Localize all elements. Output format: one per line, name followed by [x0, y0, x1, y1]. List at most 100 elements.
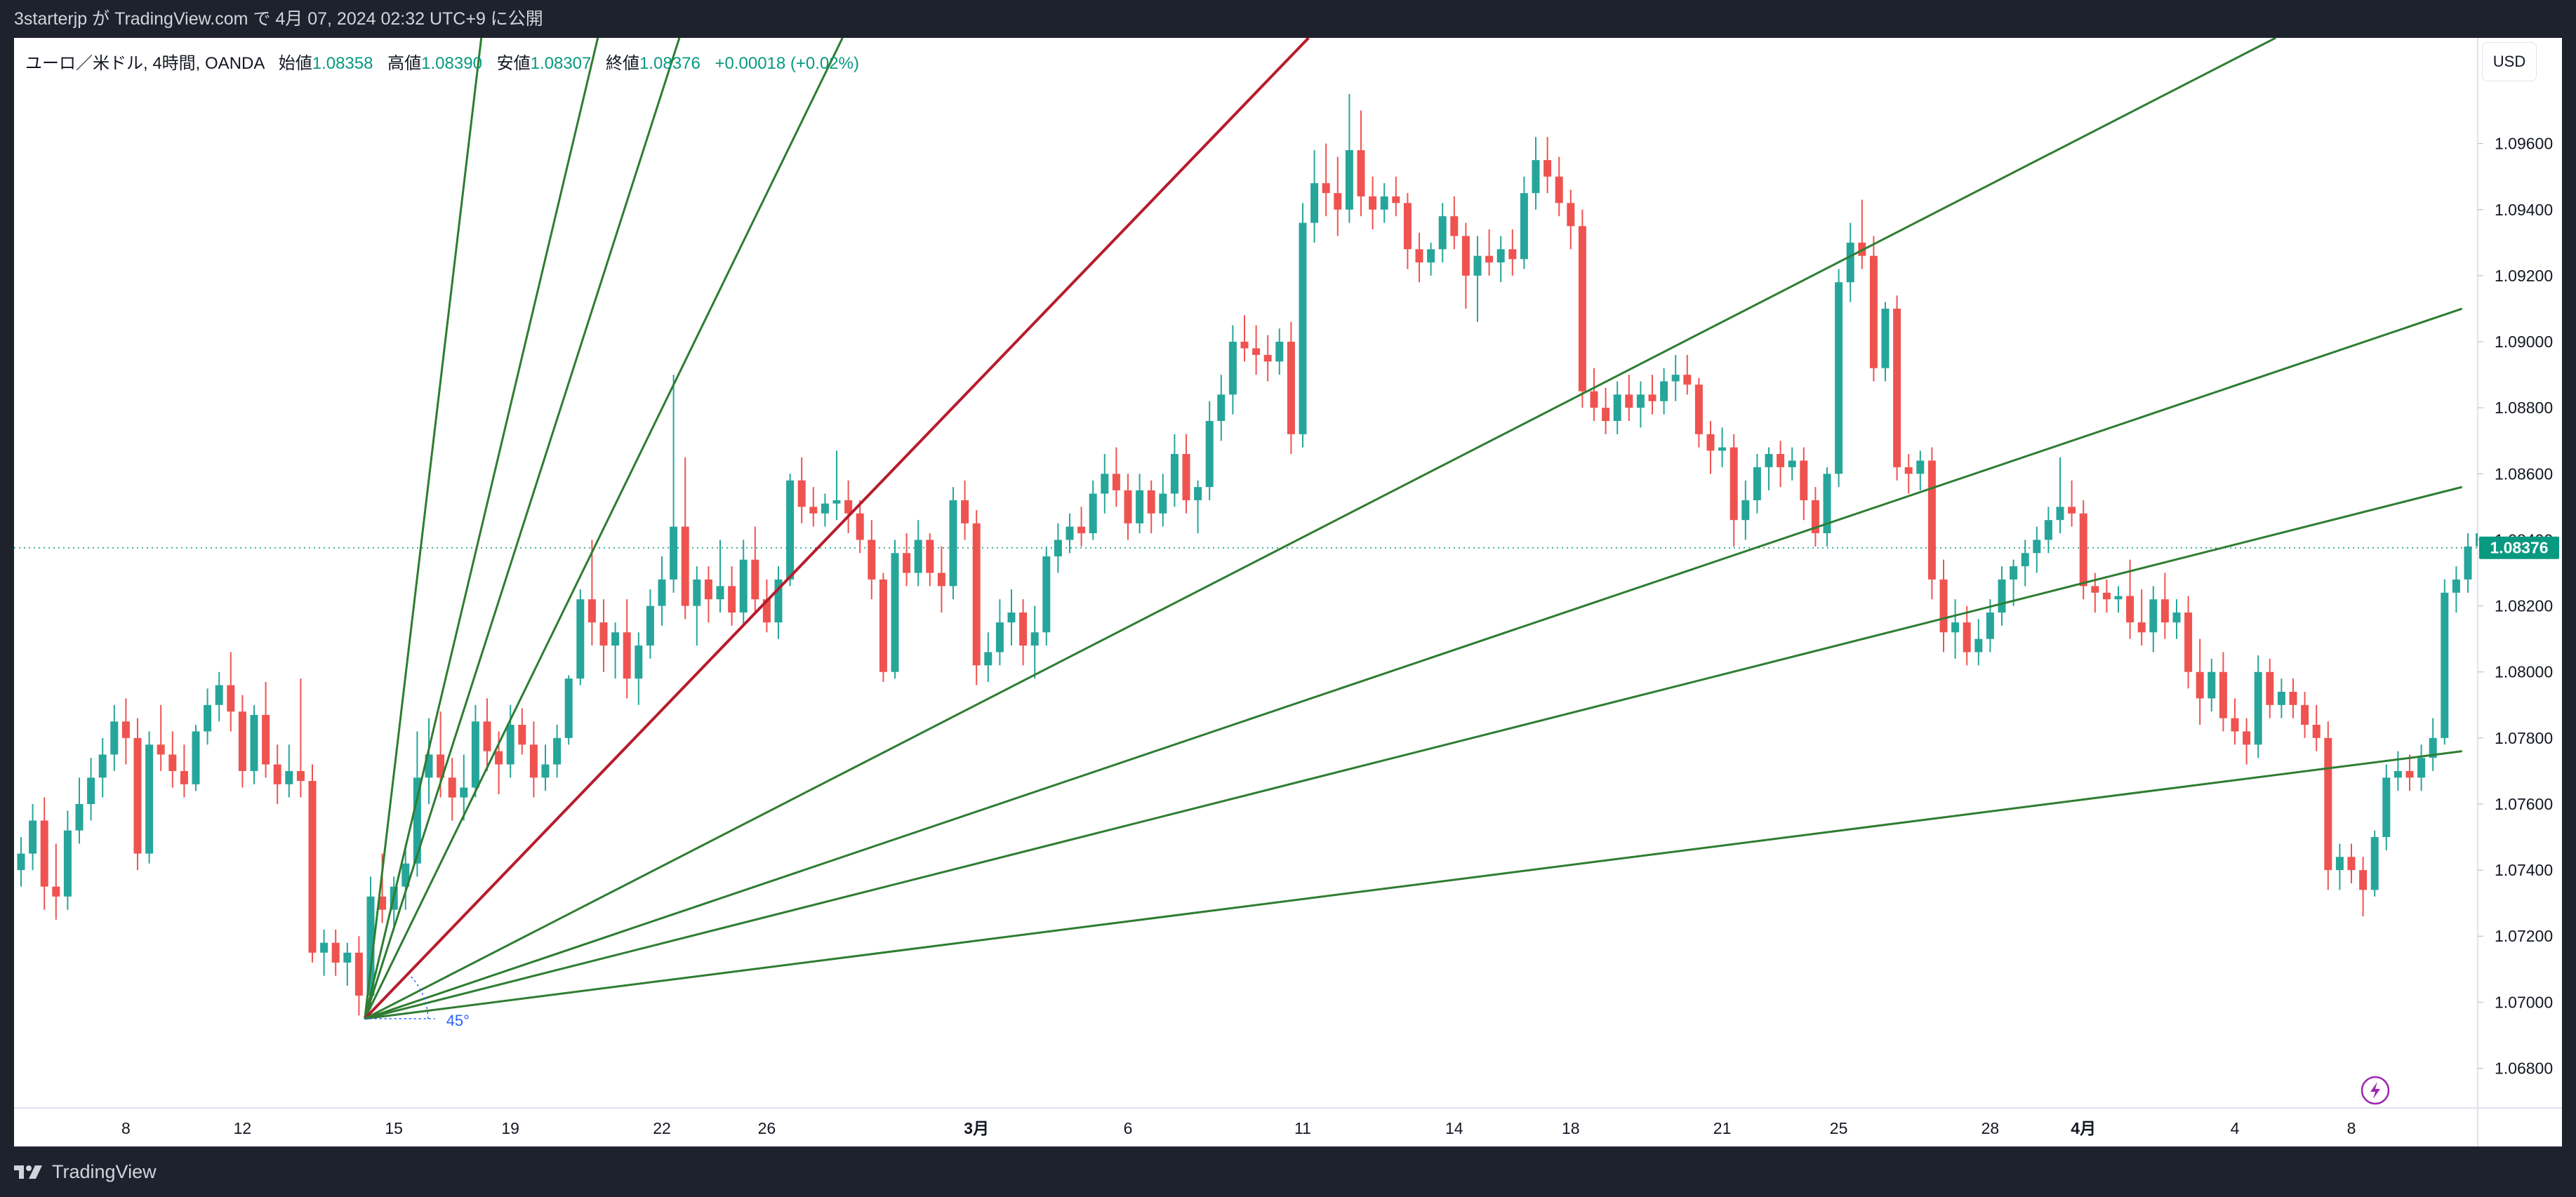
candle-body	[2301, 704, 2309, 725]
candle-body	[1578, 226, 1586, 392]
candle-body	[2137, 622, 2146, 633]
gann-fan[interactable]	[364, 38, 2463, 1020]
candle-body	[192, 731, 200, 784]
candle-body	[1625, 394, 1633, 408]
candle-body	[2079, 513, 2087, 587]
candle-body	[460, 787, 468, 798]
candle-body	[250, 714, 258, 771]
currency-button[interactable]: USD	[2482, 42, 2537, 81]
candle-body	[2243, 731, 2251, 745]
candle-body	[354, 952, 363, 996]
y-tick-label: 1.07600	[2495, 795, 2553, 813]
candle-body	[635, 646, 643, 679]
candle-body	[891, 553, 899, 672]
y-tick-label: 1.07200	[2495, 927, 2553, 945]
candle-body	[1904, 467, 1913, 474]
candle-body	[797, 480, 806, 507]
candle-body	[2231, 718, 2239, 732]
candle-body	[17, 853, 25, 871]
candle-body	[343, 952, 352, 963]
candle-body	[1986, 612, 1994, 639]
candle-body	[2324, 737, 2332, 871]
y-tick-label: 1.09400	[2495, 201, 2553, 219]
candle-body	[1345, 150, 1353, 210]
candle-body	[1741, 500, 1750, 521]
candle-body	[1228, 342, 1237, 395]
candle-body	[1007, 612, 1016, 623]
gann-fan-line[interactable]	[364, 38, 2276, 1020]
tradingview-brand: TradingView	[52, 1161, 157, 1182]
candle-body	[2149, 599, 2158, 633]
candle-body	[623, 632, 631, 679]
candle-body	[296, 770, 305, 782]
candle-body	[1636, 394, 1645, 408]
candle-body	[1520, 193, 1528, 260]
candle-body	[739, 559, 748, 613]
candle-body	[1019, 612, 1028, 646]
tradingview-logo-icon	[14, 1165, 42, 1179]
close-value: 1.08376	[639, 54, 701, 73]
open-value: 1.08358	[312, 54, 373, 73]
x-tick-label: 21	[1713, 1119, 1732, 1137]
candle-body	[1729, 447, 1738, 521]
gann-fan-line[interactable]	[364, 307, 2463, 1020]
candle-body	[1823, 474, 1831, 534]
candle-body	[1974, 638, 1983, 653]
candle-body	[972, 523, 981, 666]
candle-body	[2033, 540, 2041, 554]
x-tick-label: 14	[1445, 1119, 1463, 1137]
candle-body	[1334, 193, 1342, 210]
gann-fan-line[interactable]	[364, 38, 1310, 1020]
ohlc-legend: ユーロ／米ドル, 4時間, OANDA 始値1.08358 高値1.08390 …	[25, 49, 859, 74]
candle-body	[1427, 249, 1435, 263]
low-value: 1.08307	[530, 54, 592, 73]
tradingview-logo[interactable]: TradingView	[14, 1159, 157, 1184]
symbol-label: ユーロ／米ドル, 4時間, OANDA	[25, 54, 265, 73]
candle-body	[1508, 249, 1517, 260]
candle-body	[2068, 507, 2076, 514]
candle-body	[2091, 586, 2099, 593]
candle-body	[2056, 507, 2064, 521]
gann-fan-line[interactable]	[364, 38, 844, 1019]
candle-body	[670, 526, 678, 580]
x-tick-label: 6	[1124, 1119, 1133, 1137]
candle-body	[1438, 216, 1447, 250]
gann-fan-line[interactable]	[364, 38, 681, 1019]
candle-body	[844, 500, 853, 514]
candle-body	[1252, 348, 1261, 355]
candle-body	[2394, 770, 2402, 778]
candle-body	[541, 764, 550, 778]
candle-body	[728, 586, 736, 613]
candle-body	[2219, 671, 2227, 718]
candle-body	[98, 754, 107, 778]
candle-body	[1671, 375, 1680, 382]
candle-body	[587, 599, 596, 623]
candle-body	[413, 777, 421, 864]
candle-body	[215, 685, 223, 705]
candle-body	[1380, 196, 1388, 210]
chart-area[interactable]: 1.09600 1.09400 1.09200 1.09000 1.08800 1.086…	[14, 38, 2562, 1146]
candle-body	[1683, 375, 1692, 385]
candle-body	[1660, 381, 1668, 401]
x-tick-label: 18	[1562, 1119, 1580, 1137]
candle-body	[1590, 391, 1598, 408]
candle-body	[1054, 540, 1062, 556]
x-tick-label: 19	[501, 1119, 519, 1137]
candle-body	[2335, 857, 2344, 871]
candle-body	[1369, 196, 1377, 210]
candle-body	[1030, 632, 1039, 646]
x-tick-label: 3月	[964, 1119, 989, 1137]
gann-fan-line[interactable]	[364, 38, 483, 1019]
price-chart-svg[interactable]: 1.09600 1.09400 1.09200 1.09000 1.08800 1.086…	[14, 38, 2562, 1146]
candle-body	[1182, 454, 1190, 500]
gann-fan-line[interactable]	[364, 750, 2462, 1020]
gann-fan-line[interactable]	[364, 38, 599, 1019]
gann-fan-line[interactable]	[364, 486, 2463, 1020]
y-tick-label: 1.09600	[2495, 135, 2553, 153]
high-value: 1.08390	[421, 54, 482, 73]
candle-body	[2184, 612, 2193, 672]
candle-body	[2126, 596, 2135, 623]
candle-body	[1939, 579, 1948, 633]
candle-body	[518, 725, 526, 745]
candle-body	[238, 711, 246, 771]
